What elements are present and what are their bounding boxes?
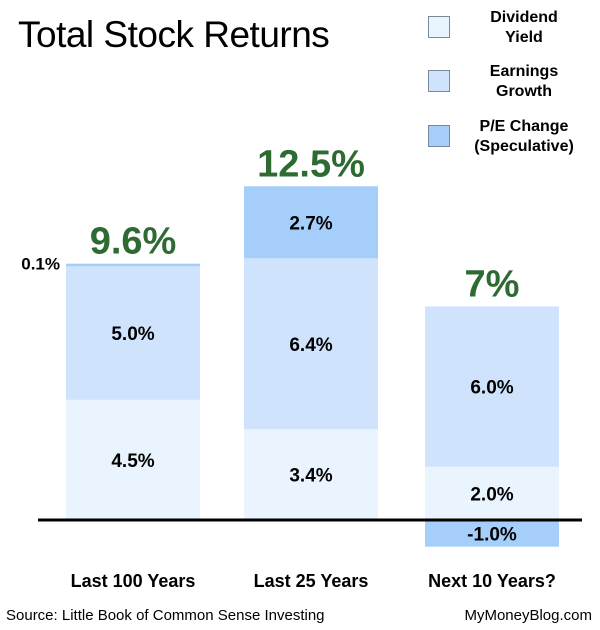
legend-item-pe-change: P/E Change (Speculative) [428,117,598,165]
legend-swatch-pe-change [428,125,450,147]
legend-label-line2: Growth [496,83,552,100]
bar-total-label: 7% [465,263,520,305]
bar-segment-p-e-change-speculative [425,520,559,547]
legend-label-line2: (Speculative) [474,138,574,155]
legend-swatch-earnings-growth [428,70,450,92]
category-label: Last 100 Years [71,571,196,591]
site-credit: MyMoneyBlog.com [464,607,592,624]
bar-total-label: 12.5% [257,143,365,185]
legend-item-earnings-growth: Earnings Growth [428,62,598,110]
legend-swatch-dividend-yield [428,16,450,38]
category-label: Last 25 Years [254,571,369,591]
bar-segment-earnings-growth [425,306,559,467]
segment-label-dividend-yield: 4.5% [111,451,154,472]
segment-label-p-e-change-speculative: 2.7% [289,213,332,234]
segment-label-p-e-change-speculative: 0.1% [21,255,60,274]
segment-label-dividend-yield: 3.4% [289,466,332,487]
bar-segment-dividend-yield [244,429,378,520]
legend-label-line1: P/E Change [479,118,569,135]
segment-label-earnings-growth: 6.4% [289,335,332,356]
legend-label-line1: Earnings [489,63,559,80]
bar-segment-earnings-growth [244,258,378,430]
bar-segment-dividend-yield [425,466,559,520]
segment-label-p-e-change-speculative: -1.0% [467,524,517,545]
chart-title: Total Stock Returns [18,14,330,55]
bar-segment-p-e-change-speculative [244,186,378,259]
segment-label-earnings-growth: 5.0% [111,324,154,345]
stacked-bar-chart: 4.5% 5.0% 0.1% 9.6% Last 100 Years 3.4% 6.4% 2.… [21,143,582,591]
bar-segment-dividend-yield [66,399,200,520]
bar-segment-earnings-growth [66,266,200,400]
bar-segment-p-e-change-speculative [66,263,200,267]
source-note: Source: Little Book of Common Sense Inve… [6,607,325,624]
legend-label-pe-change: P/E Change (Speculative) [454,117,594,157]
category-label: Next 10 Years? [428,571,556,591]
legend-label-line2: Yield [505,29,543,46]
legend-label-line1: Dividend [490,9,558,26]
legend-item-dividend-yield: Dividend Yield [428,8,598,56]
legend-label-earnings-growth: Earnings Growth [454,62,594,102]
segment-label-earnings-growth: 6.0% [470,378,513,399]
legend-label-dividend-yield: Dividend Yield [454,8,594,48]
bar-total-label: 9.6% [90,221,177,263]
segment-label-dividend-yield: 2.0% [470,484,513,505]
